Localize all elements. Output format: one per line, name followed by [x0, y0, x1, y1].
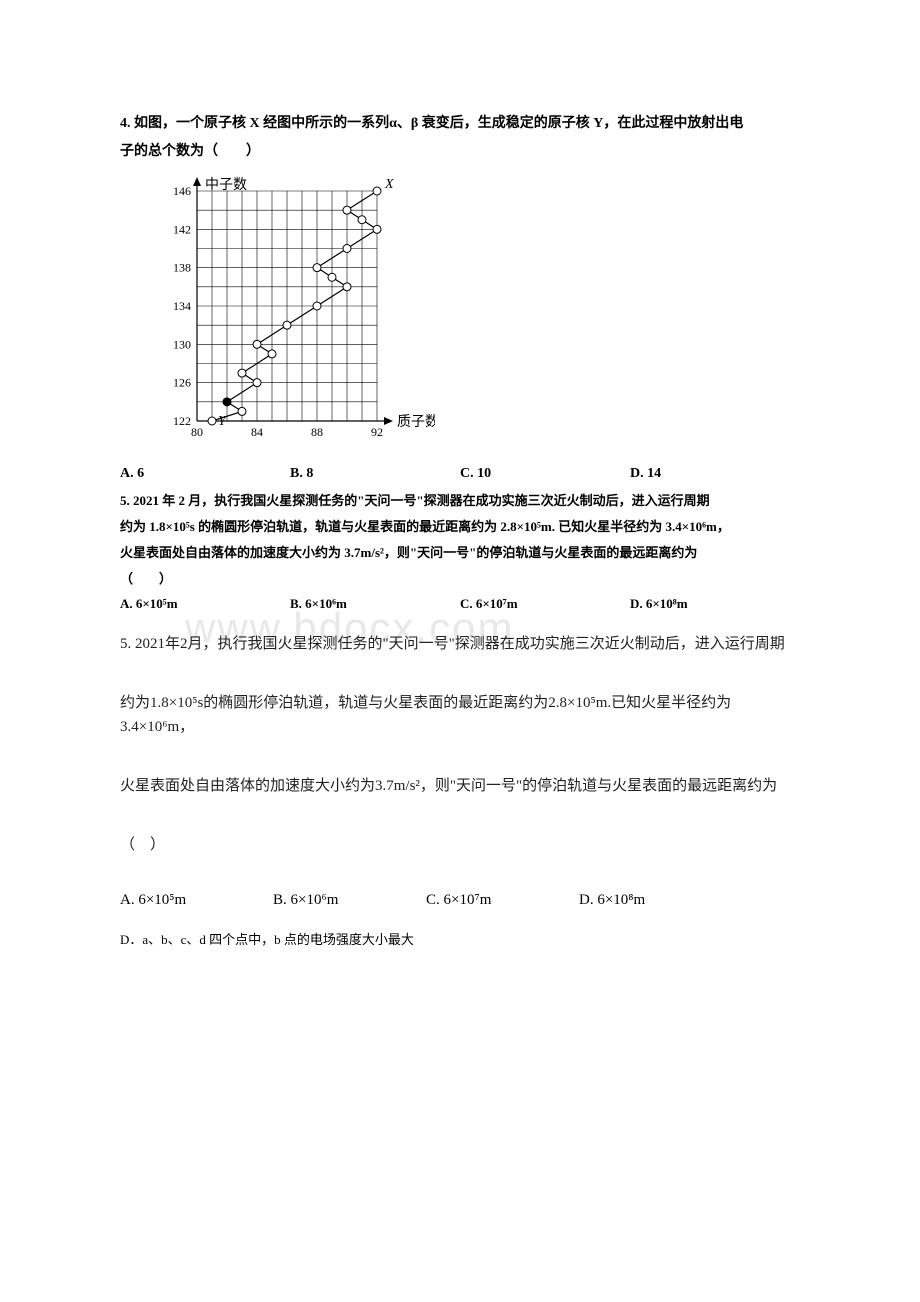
svg-text:88: 88 — [311, 425, 323, 439]
q5r-line2: 约为1.8×10⁵s的椭圆形停泊轨道，轨道与火星表面的最近距离约为2.8×10⁵… — [120, 691, 800, 739]
svg-text:126: 126 — [173, 376, 191, 390]
q5-text-line1: 5. 2021 年 2 月，执行我国火星探测任务的"天问一号"探测器在成功实施三… — [120, 488, 800, 514]
question-5-repeat: 5. 2021年2月，执行我国火星探测任务的"天问一号"探测器在成功实施三次近火… — [120, 632, 800, 909]
q4-text-line2: 子的总个数为（ ） — [120, 138, 800, 166]
q5-text-line4: （ ） — [120, 566, 800, 592]
q4-text-line1: 4. 如图，一个原子核 X 经图中所示的一系列α、β 衰变后，生成稳定的原子核 … — [120, 110, 800, 138]
q5r-line3: 火星表面处自由落体的加速度大小约为3.7m/s²，则"天问一号"的停泊轨道与火星… — [120, 774, 800, 798]
q5-options: A. 6×10⁵m B. 6×10⁶m C. 6×10⁷m D. 6×10⁸m — [120, 596, 800, 612]
q5-option-b: B. 6×10⁶m — [290, 596, 460, 612]
q4-option-b: B. 8 — [290, 466, 460, 482]
q5-text-line3: 火星表面处自由落体的加速度大小约为 3.7m/s²，则"天问一号"的停泊轨道与火… — [120, 540, 800, 566]
svg-text:80: 80 — [191, 425, 203, 439]
svg-text:X: X — [384, 177, 394, 192]
extra-option-d: D．a、b、c、d 四个点中，b 点的电场强度大小最大 — [120, 929, 800, 948]
question-5: 5. 2021 年 2 月，执行我国火星探测任务的"天问一号"探测器在成功实施三… — [120, 488, 800, 612]
q5r-line4: （ ） — [120, 833, 800, 857]
svg-text:92: 92 — [371, 425, 383, 439]
q5r-option-a: A. 6×10⁵m — [120, 892, 273, 909]
svg-text:84: 84 — [251, 425, 263, 439]
svg-text:134: 134 — [173, 299, 191, 313]
q5r-line1: 5. 2021年2月，执行我国火星探测任务的"天问一号"探测器在成功实施三次近火… — [120, 632, 800, 656]
q5-option-a: A. 6×10⁵m — [120, 596, 290, 612]
q5-option-c: C. 6×10⁷m — [460, 596, 630, 612]
q5r-option-c: C. 6×10⁷m — [426, 892, 579, 909]
q4-option-a: A. 6 — [120, 466, 290, 482]
svg-text:142: 142 — [173, 222, 191, 236]
q4-chart: 中子数质子数80848892122126130134138142146XY — [155, 176, 800, 461]
svg-text:中子数: 中子数 — [205, 177, 247, 193]
q4-option-c: C. 10 — [460, 466, 630, 482]
q4-option-d: D. 14 — [630, 466, 800, 482]
svg-text:质子数: 质子数 — [397, 414, 435, 430]
q4-options: A. 6 B. 8 C. 10 D. 14 — [120, 466, 800, 482]
svg-text:138: 138 — [173, 261, 191, 275]
q5r-option-d: D. 6×10⁸m — [579, 892, 732, 909]
svg-text:130: 130 — [173, 337, 191, 351]
question-4: 4. 如图，一个原子核 X 经图中所示的一系列α、β 衰变后，生成稳定的原子核 … — [120, 110, 800, 482]
svg-text:122: 122 — [173, 414, 191, 428]
q5-text-line2: 约为 1.8×10⁵s 的椭圆形停泊轨道，轨道与火星表面的最近距离约为 2.8×… — [120, 514, 800, 540]
q5r-options: A. 6×10⁵m B. 6×10⁶m C. 6×10⁷m D. 6×10⁸m — [120, 892, 732, 909]
q5r-option-b: B. 6×10⁶m — [273, 892, 426, 909]
decay-chart-svg: 中子数质子数80848892122126130134138142146XY — [155, 176, 435, 456]
svg-text:146: 146 — [173, 184, 191, 198]
q5-option-d: D. 6×10⁸m — [630, 596, 800, 612]
